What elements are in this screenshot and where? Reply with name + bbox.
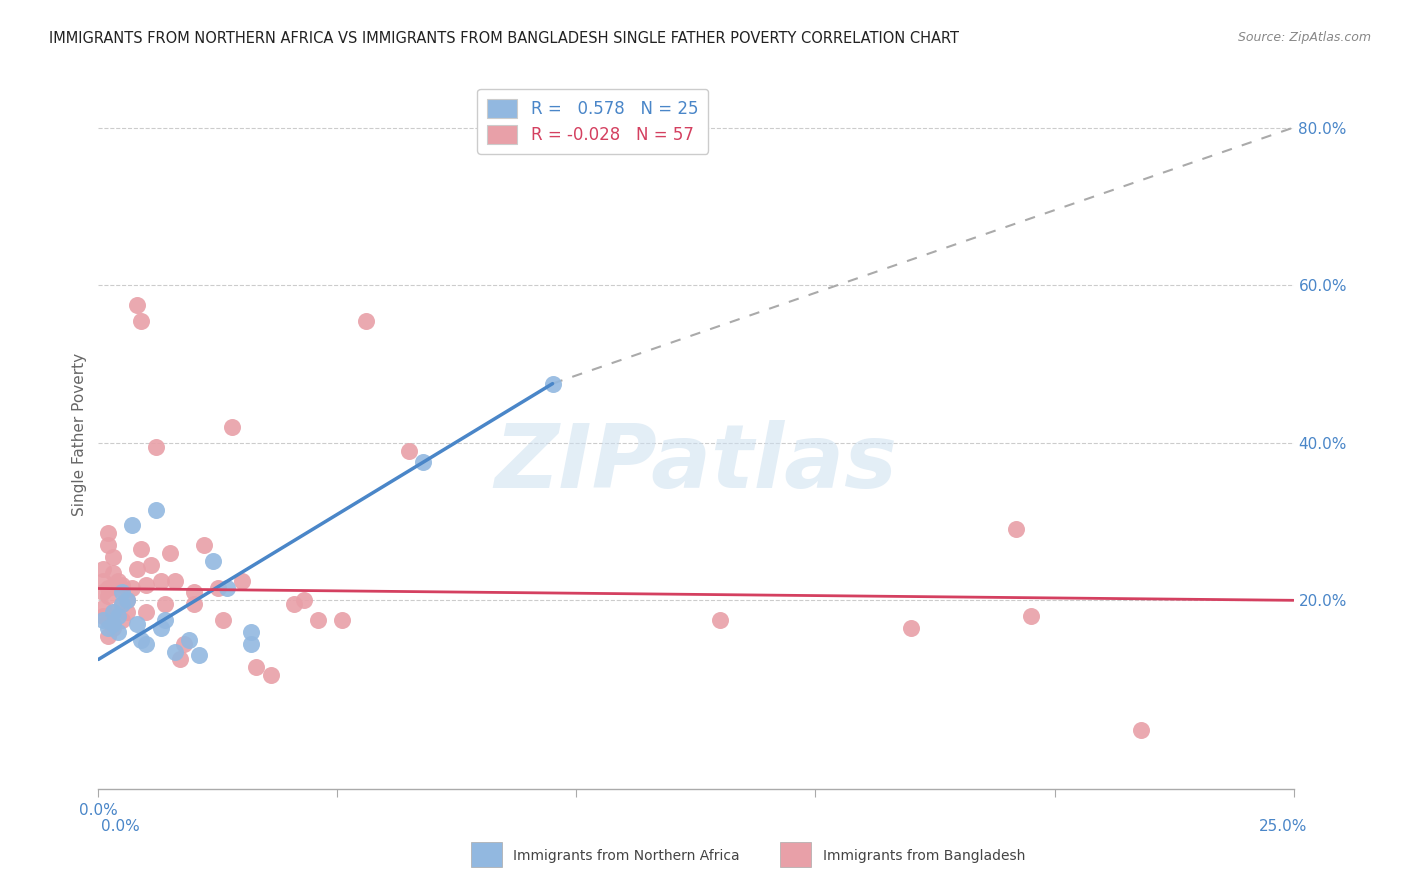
Point	[111, 577, 134, 591]
Point	[97, 629, 120, 643]
Point	[221, 420, 243, 434]
Point	[259, 668, 281, 682]
Point	[135, 577, 157, 591]
Point	[101, 566, 124, 580]
Point	[307, 613, 329, 627]
Point	[125, 562, 148, 576]
Point	[97, 526, 120, 541]
Point	[131, 542, 153, 557]
Point	[111, 597, 134, 611]
Point	[121, 518, 143, 533]
Point	[202, 554, 225, 568]
Point	[207, 582, 229, 596]
Point	[169, 652, 191, 666]
Point	[91, 613, 114, 627]
Point	[131, 632, 153, 647]
Point	[101, 605, 124, 619]
Text: 0.0%: 0.0%	[101, 819, 141, 834]
Text: Source: ZipAtlas.com: Source: ZipAtlas.com	[1237, 31, 1371, 45]
Point	[240, 637, 263, 651]
Point	[211, 613, 233, 627]
Point	[292, 593, 315, 607]
Point	[101, 617, 124, 632]
Point	[709, 613, 731, 627]
Point	[1005, 523, 1028, 537]
Point	[398, 443, 420, 458]
Point	[179, 632, 201, 647]
Point	[135, 605, 157, 619]
Point	[155, 613, 177, 627]
Point	[155, 597, 177, 611]
Point	[183, 585, 205, 599]
Point	[121, 582, 143, 596]
Point	[131, 313, 153, 327]
Point	[145, 440, 167, 454]
Point	[97, 621, 120, 635]
Point	[111, 613, 134, 627]
Point	[107, 624, 129, 639]
Point	[163, 574, 186, 588]
Point	[139, 558, 162, 572]
Point	[283, 597, 305, 611]
Text: Immigrants from Bangladesh: Immigrants from Bangladesh	[823, 848, 1025, 863]
Point	[115, 593, 138, 607]
Point	[115, 605, 138, 619]
Point	[125, 617, 148, 632]
Point	[107, 609, 129, 624]
Point	[1019, 609, 1042, 624]
Text: ZIPatlas: ZIPatlas	[495, 420, 897, 507]
Point	[91, 562, 114, 576]
Point	[115, 593, 138, 607]
Point	[354, 313, 377, 327]
Point	[149, 574, 172, 588]
Point	[187, 648, 209, 663]
Legend: R =   0.578   N = 25, R = -0.028   N = 57: R = 0.578 N = 25, R = -0.028 N = 57	[477, 88, 709, 153]
Point	[91, 574, 114, 588]
Text: Immigrants from Northern Africa: Immigrants from Northern Africa	[513, 848, 740, 863]
Point	[135, 637, 157, 651]
Point	[101, 605, 124, 619]
Point	[101, 621, 124, 635]
Point	[240, 624, 263, 639]
Y-axis label: Single Father Poverty: Single Father Poverty	[72, 353, 87, 516]
Point	[163, 644, 186, 658]
Point	[97, 538, 120, 552]
Point	[900, 621, 922, 635]
Text: 25.0%: 25.0%	[1260, 819, 1308, 834]
Point	[125, 298, 148, 312]
Point	[107, 582, 129, 596]
Point	[107, 574, 129, 588]
Point	[101, 549, 124, 564]
Text: IMMIGRANTS FROM NORTHERN AFRICA VS IMMIGRANTS FROM BANGLADESH SINGLE FATHER POVE: IMMIGRANTS FROM NORTHERN AFRICA VS IMMIG…	[49, 31, 959, 46]
Point	[111, 585, 134, 599]
Point	[91, 609, 114, 624]
Point	[91, 601, 114, 615]
Point	[173, 637, 195, 651]
Point	[541, 376, 564, 391]
Point	[97, 613, 120, 627]
Point	[91, 585, 114, 599]
Point	[231, 574, 253, 588]
Point	[217, 582, 239, 596]
Point	[97, 590, 120, 604]
Point	[330, 613, 353, 627]
Point	[145, 502, 167, 516]
Point	[412, 455, 434, 469]
Point	[149, 621, 172, 635]
Point	[111, 597, 134, 611]
Point	[245, 660, 267, 674]
Point	[97, 582, 120, 596]
Point	[159, 546, 181, 560]
Point	[183, 597, 205, 611]
Point	[193, 538, 215, 552]
Point	[1129, 723, 1152, 738]
